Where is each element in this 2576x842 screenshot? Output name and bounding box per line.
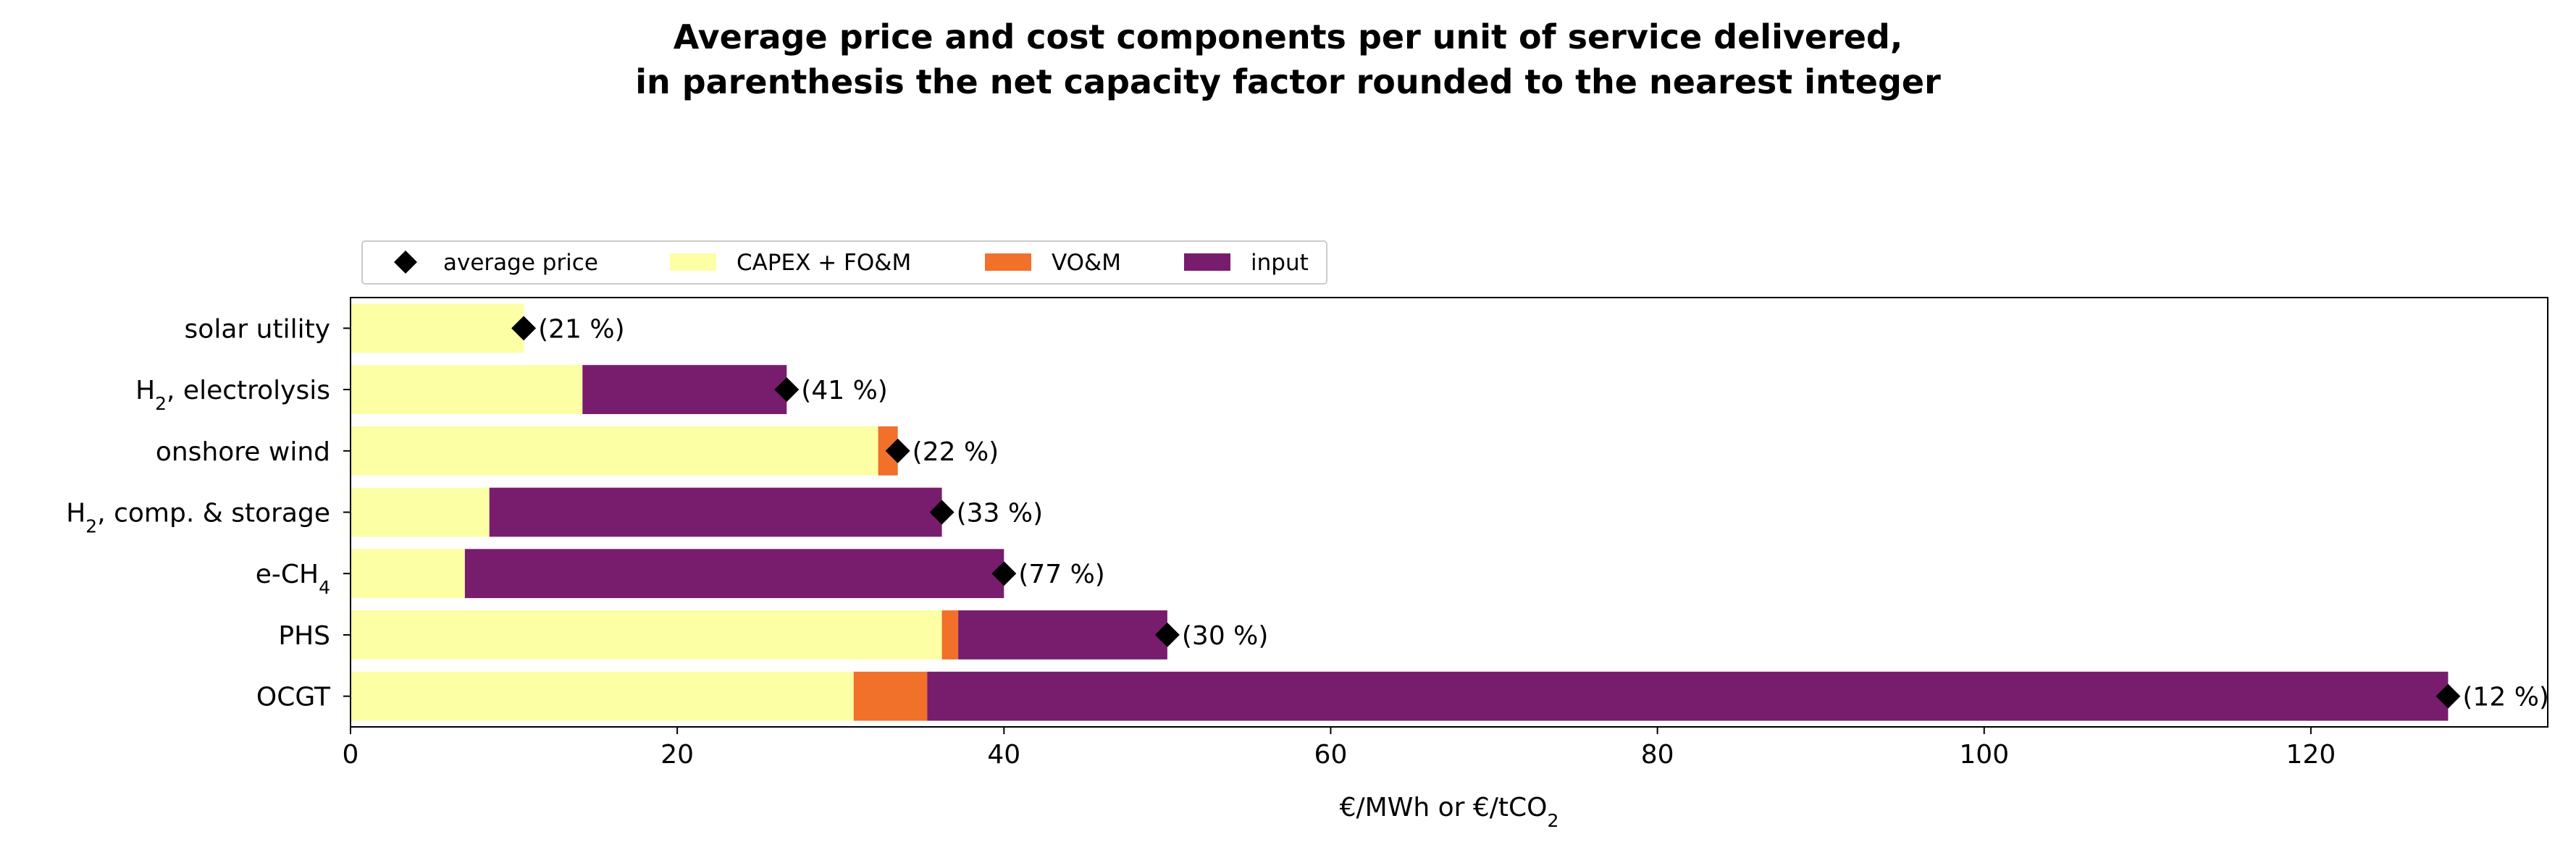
capacity-factor-label: (21 %) [538,314,625,344]
x-tick-label: 60 [1314,740,1348,770]
x-axis-label: €/MWh or €/tCO2 [1340,793,1559,831]
bar-segment [927,671,2449,721]
y-tick-label: solar utility [185,314,330,344]
x-tick-label: 40 [987,740,1020,770]
markers-layer [511,316,2461,709]
average-price-marker [774,377,800,403]
capacity-factor-label: (77 %) [1018,560,1105,589]
y-axis: solar utility H2, electrolysis onshore win… [66,314,351,712]
bar-segment [464,549,1004,599]
y-tick-label: e-CH4 [256,560,330,598]
legend-swatch [670,253,716,271]
y-tick-label: PHS [278,621,330,651]
bar-segment [351,610,942,660]
y-tick-label: H2, comp. & storage [66,499,330,537]
y-tick-label: onshore wind [156,437,330,467]
bar-segment [351,549,465,599]
legend-swatch [1184,253,1230,271]
bar-segment [853,671,928,721]
capacity-factor-labels: (21 %) (41 %) (22 %) (33 %) (77 %) (30 %) (12 … [538,314,2549,712]
chart-title-line: Average price and cost components per un… [673,17,1903,56]
legend-label: average price [443,250,598,276]
bar-segment [351,303,524,353]
x-tick-label: 120 [2286,740,2336,770]
capacity-factor-label: (33 %) [957,499,1044,529]
chart-title: Average price and cost components per un… [0,14,2576,104]
y-tick-label: OCGT [256,683,331,712]
x-tick-label: 80 [1641,740,1674,770]
bar-segment [351,365,583,414]
legend-label: VO&M [1052,250,1121,276]
y-tick-label: H2, electrolysis [135,376,330,414]
legend-label: input [1251,250,1309,276]
bar-segment [582,365,787,414]
capacity-factor-label: (22 %) [912,437,999,467]
bars-layer [351,303,2449,721]
legend-frame [361,240,1327,285]
bar-segment [941,610,959,660]
legend-swatch [985,253,1031,271]
x-axis: 0 20 40 60 80 100 120 [343,727,2336,770]
bar-segment [958,610,1167,660]
bar-segment [489,487,942,537]
chart-title-line: in parenthesis the net capacity factor r… [635,62,1941,101]
x-tick-label: 100 [1959,740,2009,770]
legend-label: CAPEX + FO&M [737,250,911,276]
average-price-marker [991,561,1017,586]
capacity-factor-label: (30 %) [1182,621,1269,651]
average-price-marker [1154,622,1180,647]
average-price-marker [511,316,537,341]
bar-segment [351,426,878,476]
capacity-factor-label: (12 %) [2462,683,2549,712]
legend-marker-average-price [394,251,417,274]
bar-segment [351,487,490,537]
x-tick-label: 0 [343,740,359,770]
legend: average price CAPEX + FO&M VO&M input [361,240,1327,285]
bar-segment [351,671,854,721]
x-tick-label: 20 [660,740,694,770]
average-price-marker [929,500,955,525]
average-price-marker [885,438,910,463]
capacity-factor-label: (41 %) [801,376,888,405]
average-price-marker [2436,683,2461,709]
